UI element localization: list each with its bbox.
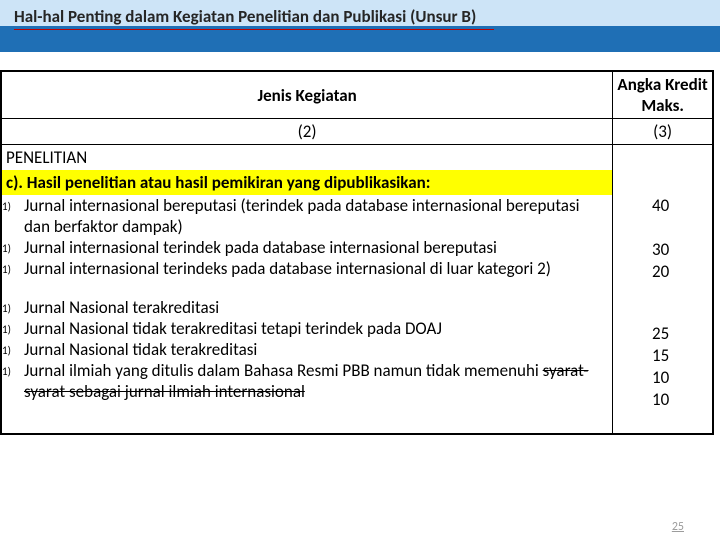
credit-table: Jenis Kegiatan Angka Kredit Maks. (2) (3… bbox=[1, 71, 713, 434]
col-header-jenis: Jenis Kegiatan bbox=[2, 72, 613, 119]
list-item: 1)Jurnal ilmiah yang ditulis dalam Bahas… bbox=[2, 360, 612, 402]
credit-value: 25 bbox=[613, 323, 712, 345]
list-item-number: 1) bbox=[2, 297, 16, 318]
list-item-text: Jurnal Nasional terakreditasi bbox=[16, 297, 608, 318]
list-item-number: 1) bbox=[2, 339, 16, 360]
credit-table-container: Jenis Kegiatan Angka Kredit Maks. (2) (3… bbox=[0, 70, 714, 435]
col-sub-kredit: (3) bbox=[613, 119, 713, 145]
list-item-number: 1) bbox=[2, 360, 16, 402]
list-item: 1)Jurnal internasional terindeks pada da… bbox=[2, 258, 612, 279]
list-item-text: Jurnal Nasional tidak terakreditasi bbox=[16, 339, 608, 360]
list-item: 1)Jurnal Nasional terakreditasi bbox=[2, 297, 612, 318]
list-item-number: 1) bbox=[2, 258, 16, 279]
list-item-text: Jurnal internasional terindek pada datab… bbox=[16, 237, 608, 258]
section-label: PENELITIAN bbox=[2, 145, 612, 170]
credit-value: 10 bbox=[613, 367, 712, 389]
list-item-text: Jurnal Nasional tidak terakreditasi teta… bbox=[16, 318, 608, 339]
page-title: Hal-hal Penting dalam Kegiatan Penelitia… bbox=[14, 6, 706, 27]
list-item-text: Jurnal internasional bereputasi (terinde… bbox=[16, 195, 608, 237]
credit-value: 10 bbox=[613, 389, 712, 433]
list-item: 1)Jurnal internasional terindek pada dat… bbox=[2, 237, 612, 258]
table-header-row: Jenis Kegiatan Angka Kredit Maks. bbox=[2, 72, 713, 119]
header-bar: Hal-hal Penting dalam Kegiatan Penelitia… bbox=[0, 0, 720, 52]
list-item: 1)Jurnal internasional bereputasi (terin… bbox=[2, 195, 612, 237]
subsection-label: c). Hasil penelitian atau hasil pemikira… bbox=[2, 170, 612, 195]
table-subheader-row: (2) (3) bbox=[2, 119, 713, 145]
credit-value: 15 bbox=[613, 345, 712, 367]
page-number: 25 bbox=[672, 520, 684, 534]
list-item-text: Jurnal internasional terindeks pada data… bbox=[16, 258, 608, 279]
list-item: 1)Jurnal Nasional tidak terakreditasi te… bbox=[2, 318, 612, 339]
col-sub-jenis: (2) bbox=[2, 119, 613, 145]
credit-value: 40 bbox=[613, 195, 712, 239]
credit-value: 20 bbox=[613, 261, 712, 305]
title-underline bbox=[14, 29, 494, 30]
credit-value: 30 bbox=[613, 239, 712, 261]
list-item-number: 1) bbox=[2, 195, 16, 237]
list-item-text: Jurnal ilmiah yang ditulis dalam Bahasa … bbox=[16, 360, 608, 402]
section-row: PENELITIAN c). Hasil penelitian atau has… bbox=[2, 145, 713, 434]
list-item: 1)Jurnal Nasional tidak terakreditasi bbox=[2, 339, 612, 360]
list-item-number: 1) bbox=[2, 237, 16, 258]
col-header-kredit: Angka Kredit Maks. bbox=[613, 72, 713, 119]
list-item-number: 1) bbox=[2, 318, 16, 339]
